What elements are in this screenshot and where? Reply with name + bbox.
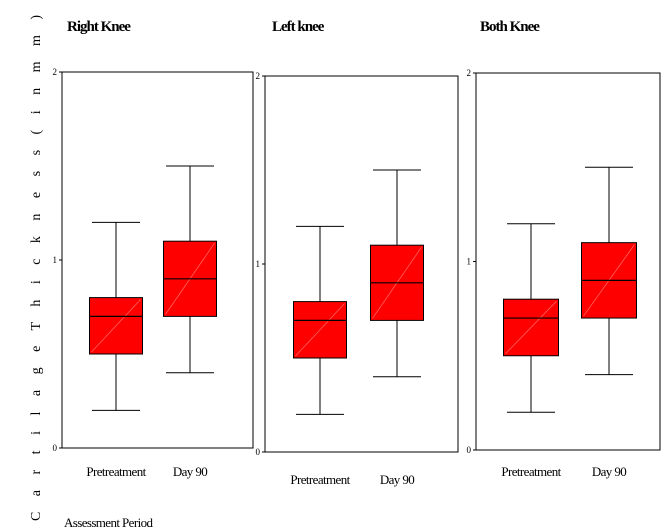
y-tick-label-2-0: 0 xyxy=(256,447,261,457)
x-axis-title: Assessment Period xyxy=(64,515,153,530)
category-label-1-1: Pretreatment xyxy=(86,464,146,479)
category-label-2-1: Pretreatment xyxy=(290,472,350,487)
y-tick-label-1-0: 0 xyxy=(53,443,58,453)
panel-title-2: Left knee xyxy=(272,19,325,35)
plot-frame-1 xyxy=(61,71,254,449)
plot-frame-2 xyxy=(264,75,459,453)
box-shade-1-1 xyxy=(91,299,141,353)
box-shade-3-1 xyxy=(505,300,557,355)
y-tick-label-2-2: 2 xyxy=(256,71,261,81)
category-label-3-2: Day 90 xyxy=(592,464,626,479)
y-tick-label-3-2: 2 xyxy=(467,68,472,78)
y-tick-label-3-0: 0 xyxy=(467,445,472,455)
y-tick-label-2-1: 1 xyxy=(256,259,261,269)
panel-title-3: Both Knee xyxy=(480,19,540,35)
category-label-3-1: Pretreatment xyxy=(501,464,561,479)
y-axis-title: C a r t i l a g e T h i c k n e s s ( i … xyxy=(29,9,44,521)
box-shade-2-1 xyxy=(295,303,345,357)
y-tick-label-1-1: 1 xyxy=(53,255,58,265)
y-tick-label-3-1: 1 xyxy=(467,257,472,267)
category-label-1-2: Day 90 xyxy=(173,464,207,479)
panel-title-1: Right Knee xyxy=(67,19,131,35)
category-label-2-2: Day 90 xyxy=(380,472,414,487)
y-tick-label-1-2: 2 xyxy=(53,67,58,77)
